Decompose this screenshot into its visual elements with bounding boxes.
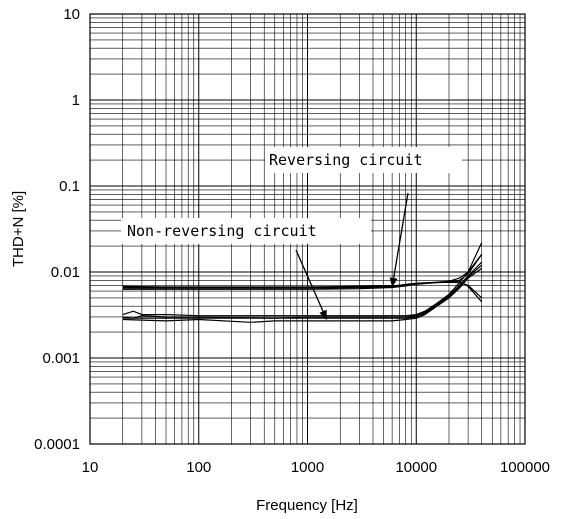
y-axis-label: THD+N [%] — [10, 191, 27, 267]
y-tick-label: 0.0001 — [34, 436, 80, 453]
y-tick-labels: 10 1 0.1 0.01 0.001 0.0001 — [34, 6, 80, 453]
series-line — [122, 254, 483, 317]
x-tick-label: 10 — [82, 459, 99, 476]
annotation-arrow-line — [295, 249, 328, 320]
series-line — [122, 280, 483, 303]
y-tick-label: 0.1 — [59, 178, 80, 195]
x-tick-label: 100000 — [500, 459, 550, 476]
x-tick-labels: 10 100 1000 10000 100000 — [82, 459, 550, 476]
annotation-box — [265, 147, 462, 173]
annotation: Reversing circuit — [265, 147, 462, 288]
x-axis-label: Frequency [Hz] — [256, 497, 358, 514]
plot-frame — [89, 13, 526, 445]
x-tick-label: 1000 — [291, 459, 324, 476]
y-tick-label: 10 — [63, 6, 80, 23]
series-line — [122, 267, 483, 323]
y-tick-label: 0.01 — [51, 264, 80, 281]
annotation-arrow-line — [391, 192, 409, 288]
annotation-label: Non-reversing circuit — [127, 222, 317, 240]
y-tick-label: 1 — [72, 92, 80, 109]
annotation: Non-reversing circuit — [121, 218, 371, 320]
series-line — [122, 261, 483, 319]
y-tick-label: 0.001 — [42, 350, 80, 367]
annotation-arrow-head — [319, 309, 327, 320]
annotation-box — [121, 218, 371, 244]
x-tick-label: 100 — [186, 459, 211, 476]
data-series — [122, 242, 483, 323]
annotation-arrow-head — [389, 277, 398, 287]
annotations: Reversing circuit Non-reversing circuit — [121, 147, 462, 320]
series-line — [122, 264, 483, 319]
annotation-label: Reversing circuit — [269, 151, 423, 169]
x-tick-label: 10000 — [395, 459, 437, 476]
